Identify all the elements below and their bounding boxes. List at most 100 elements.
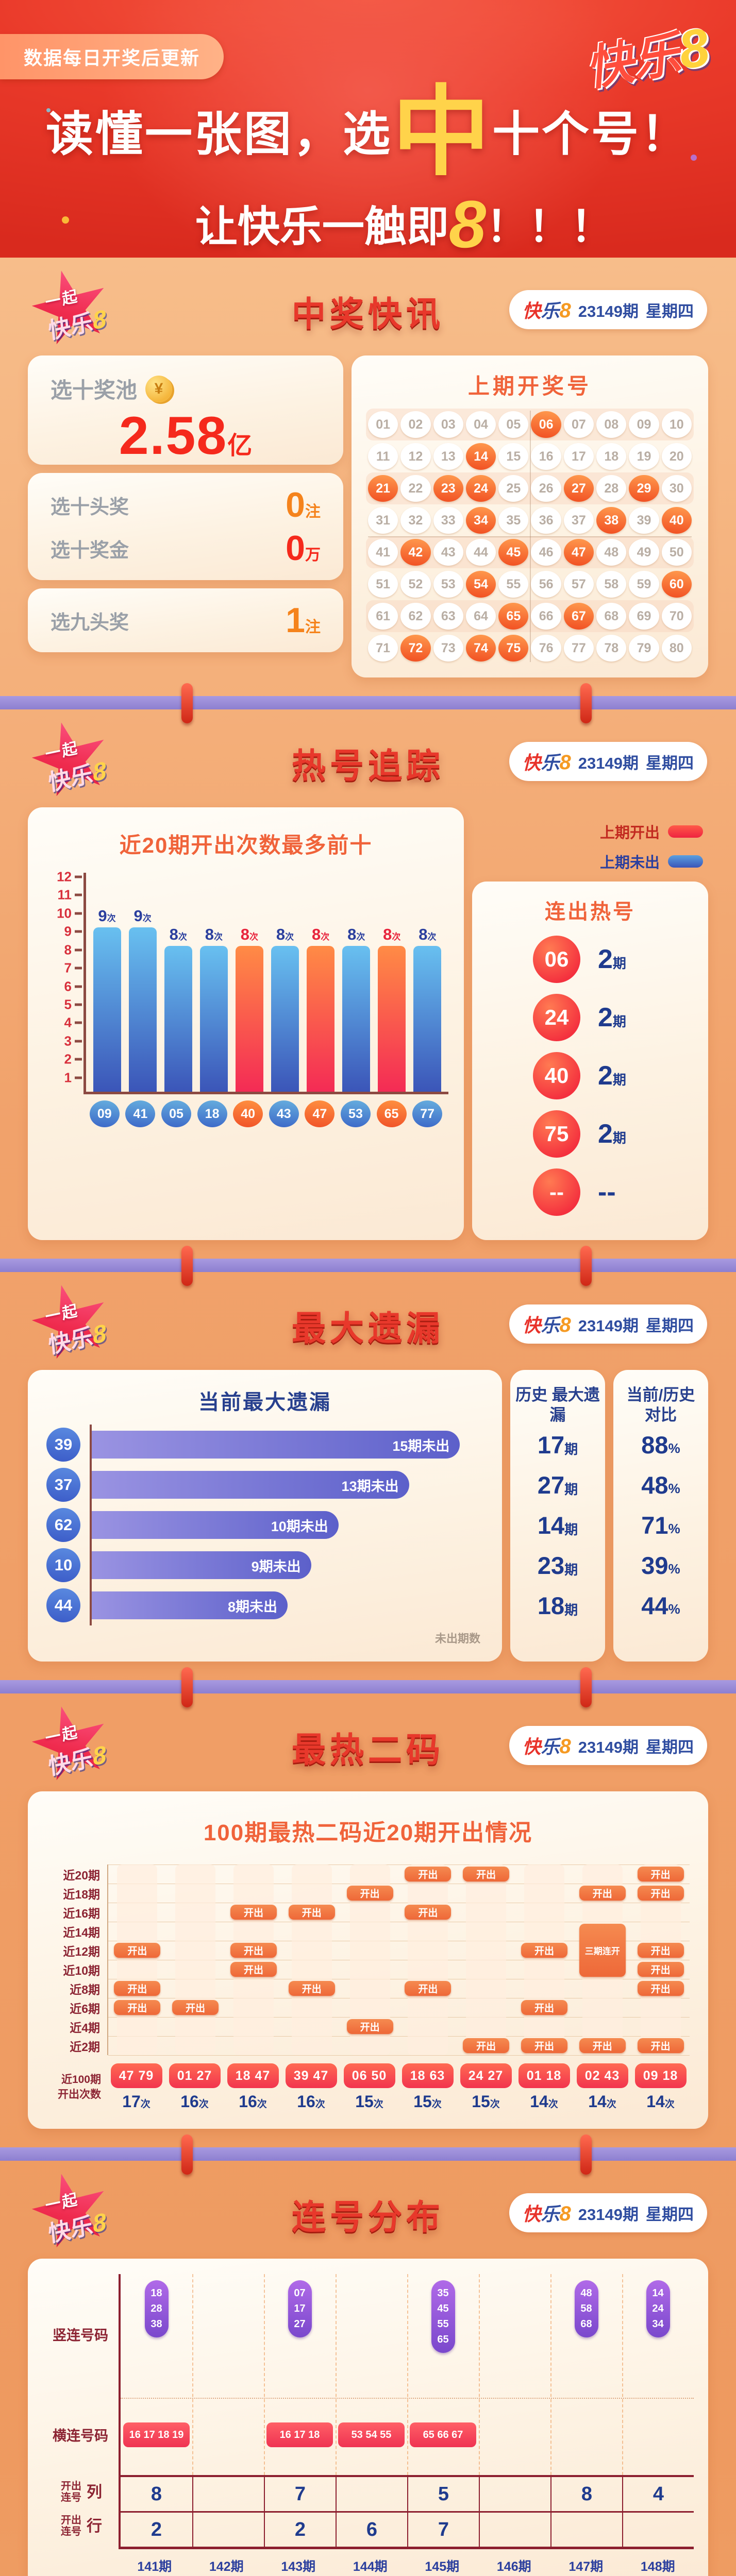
y-axis-tick: 2	[64, 1052, 86, 1067]
lottery-ball: 19	[629, 443, 659, 470]
streak-item: -- --	[482, 1168, 698, 1216]
issue-badge: 快乐8 23149期 星期四	[509, 742, 707, 781]
hottest-pair-card: 100期最热二码近20期开出情况 近20期 近18期 近16期 近14期 近12期 近10…	[28, 1791, 708, 2129]
y-axis-tick: 10	[57, 905, 86, 921]
period-label: 144期	[353, 2560, 388, 2574]
appeared-pill: 开出	[346, 1886, 393, 1901]
streak-number-ball: 75	[533, 1110, 580, 1158]
logo-char: 快	[581, 36, 638, 96]
bar	[199, 945, 228, 1092]
history-value: 23 期	[537, 1551, 578, 1579]
pill-number: 65	[437, 2334, 449, 2345]
bar-column: 8次	[374, 925, 410, 1092]
pair-grid-row-label: 近12期	[63, 1944, 100, 1958]
compare-value: 88%	[641, 1431, 680, 1459]
pair-count-label: 近100期 开出次数	[46, 2063, 107, 2111]
pill-number: 14	[652, 2287, 664, 2299]
pair-count: 16次	[297, 2092, 325, 2111]
update-note: 数据每日开奖后更新	[0, 34, 224, 79]
omission-bar: 8期未出	[92, 1591, 288, 1619]
horizontal-consecutive-pill: 53 54 55	[338, 2422, 405, 2447]
pair-grid-row-label: 近20期	[63, 1868, 100, 1882]
brand-logo: 快乐8	[579, 10, 714, 99]
y-axis-tick: 8	[64, 942, 86, 958]
appeared-pill: 开出	[637, 1943, 684, 1958]
issue-number: 23149期	[578, 754, 639, 772]
pill-number: 38	[150, 2318, 162, 2330]
pair-column: 18 63 15次	[398, 2063, 457, 2111]
lottery-ball: 54	[465, 571, 496, 598]
x-axis-ball: 09	[89, 1100, 120, 1127]
history-value: 18 期	[537, 1591, 578, 1619]
vertical-consecutive-pill: 07 17 27	[288, 2280, 312, 2337]
pair-column: 47 79 17次	[107, 2063, 165, 2111]
streak-hot-card: 连出热号 06 2期 24 2期 40 2期 75 2期 -- --	[472, 882, 708, 1240]
section-title: 最大遗漏	[292, 1309, 444, 1347]
period-label: 148期	[640, 2560, 675, 2574]
lottery-ball: 55	[498, 571, 529, 598]
row-count-cell	[192, 2513, 264, 2547]
brand-star-logo: 一起 快乐8	[29, 1283, 127, 1365]
brand-star-logo: 一起 快乐8	[29, 2172, 127, 2254]
brand-star-logo: 一起 快乐8	[29, 720, 127, 803]
lottery-ball: 57	[563, 571, 594, 598]
streak-number-ball: 24	[533, 994, 580, 1041]
pair-column: 24 27 15次	[457, 2063, 515, 2111]
issue-badge: 快乐8 23149期 星期四	[509, 2193, 707, 2232]
lottery-ball: 68	[596, 603, 627, 630]
appeared-pill: 开出	[579, 2038, 626, 2053]
lottery-ball: 40	[661, 507, 692, 534]
horizontal-consecutive-pill: 16 17 18	[266, 2422, 333, 2447]
lottery-ball: 28	[596, 475, 627, 502]
pair-count: 15次	[472, 2092, 500, 2111]
pair-pill: 06 50	[343, 2063, 395, 2088]
row-count-cell: 2	[150, 2518, 162, 2540]
last-draw-ball-grid: 01 02 03 04 05 06 07 08 09 10 11 12 13 14 15 16 17 18 19 20…	[366, 409, 694, 664]
brand-mini-logo: 快乐8	[522, 751, 571, 774]
lottery-ball: 59	[629, 571, 659, 598]
bar-value: 9次	[133, 907, 152, 925]
appeared-pill: 开出	[114, 1943, 161, 1958]
streak3-pill: 三期连开	[579, 1924, 626, 1977]
bar	[93, 927, 121, 1092]
confetti-dot	[608, 62, 613, 66]
brand-mini-logo: 快乐8	[522, 2202, 571, 2225]
lottery-ball: 39	[629, 507, 659, 534]
lottery-ball: 72	[400, 635, 431, 662]
lottery-ball: 50	[661, 539, 692, 566]
bar	[164, 945, 192, 1092]
lottery-ball: 53	[433, 571, 463, 598]
bar-column: 9次	[125, 907, 160, 1092]
row-count-cell: 2	[264, 2513, 336, 2547]
legend-item: 上期未出	[600, 851, 703, 872]
lottery-ball: 31	[368, 507, 398, 534]
y-axis-tick: 7	[64, 960, 86, 976]
lottery-ball: 61	[368, 603, 398, 630]
bar-value: 8次	[311, 925, 330, 943]
weekday-label: 星期四	[646, 754, 694, 772]
section-consecutive-distribution: 一起 快乐8 连号分布 快乐8 23149期 星期四 竖连号码 横连号码 开出连号列 开出…	[0, 2161, 736, 2576]
lottery-ball: 34	[465, 507, 496, 534]
bar	[271, 945, 299, 1092]
lottery-ball: 79	[629, 635, 659, 662]
confetti-dot	[46, 108, 51, 112]
section-divider	[0, 683, 736, 723]
lottery-ball: 36	[531, 507, 561, 534]
title-line-1: 读懂一张图，选中十个号！	[45, 74, 691, 189]
stat-row: 选十头奖 0注	[51, 483, 321, 527]
lottery-ball: 25	[498, 475, 529, 502]
weekday-label: 星期四	[646, 302, 694, 320]
omission-number-ball: 10	[46, 1548, 80, 1582]
pair-pill: 24 27	[460, 2063, 512, 2088]
pair-count: 14次	[588, 2092, 616, 2111]
pair-pill: 18 63	[402, 2063, 454, 2088]
column-count-cell: 5	[407, 2477, 479, 2511]
x-axis-ball: 41	[125, 1100, 156, 1127]
horizontal-consecutive-pill: 65 66 67	[410, 2422, 476, 2447]
lottery-ball: 13	[433, 443, 463, 470]
ball-row: 41 42 43 44 45 46 47 48 49 50	[366, 536, 694, 568]
hottest-pair-chart-title: 100期最热二码近20期开出情况	[203, 1820, 533, 1845]
bar-column: 8次	[267, 925, 303, 1092]
lottery-ball: 69	[629, 603, 659, 630]
section-hottest-pair: 一起 快乐8 最热二码 快乐8 23149期 星期四 100期最热二码近20期开出情况 近…	[0, 1693, 736, 2175]
